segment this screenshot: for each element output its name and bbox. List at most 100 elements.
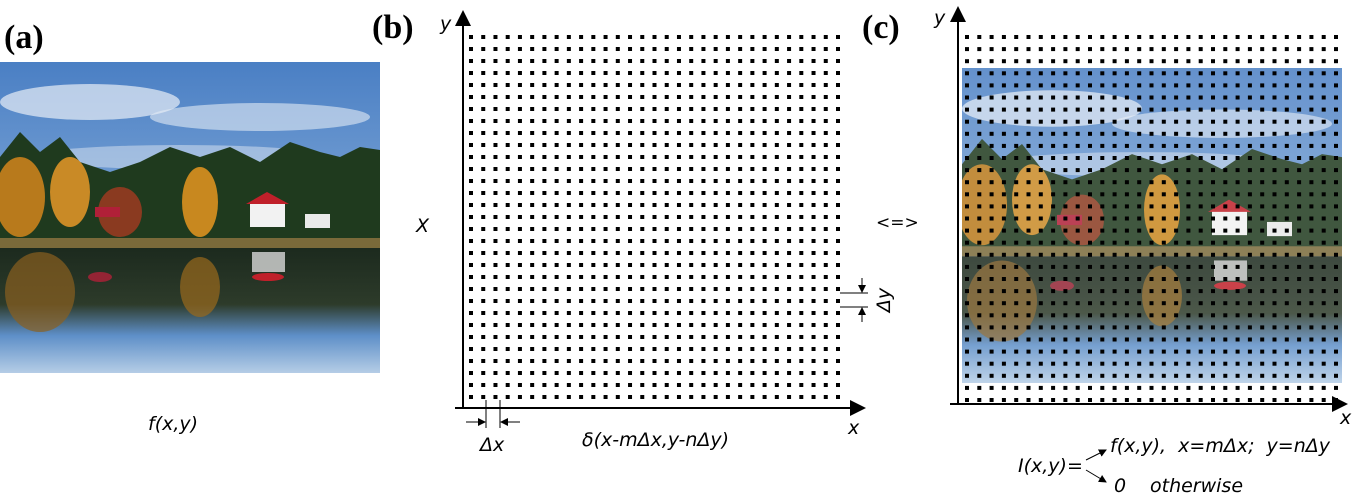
sample-dot	[481, 359, 486, 363]
sample-dot	[1014, 180, 1019, 185]
sample-dot	[1260, 35, 1265, 39]
sample-dot	[566, 119, 571, 123]
sample-dot	[750, 47, 755, 51]
sample-dot	[836, 131, 840, 135]
sample-dot	[481, 323, 486, 327]
sample-dot	[1284, 95, 1289, 100]
sample-dot	[542, 107, 547, 111]
sample-dot	[787, 83, 792, 87]
sample-dot	[603, 335, 608, 339]
sample-dot	[493, 143, 498, 147]
sample-dot	[530, 155, 535, 159]
sample-dot	[1137, 228, 1142, 233]
sample-dot	[505, 107, 510, 111]
sample-dot	[1149, 143, 1154, 148]
sample-dot	[799, 275, 804, 279]
sample-dot	[1001, 252, 1006, 257]
sample-dot	[554, 107, 559, 111]
sample-dot	[1297, 180, 1302, 185]
sample-dot	[1149, 131, 1154, 136]
sample-dot	[1014, 252, 1019, 257]
sample-dot	[1186, 264, 1191, 269]
sample-dot	[664, 155, 669, 159]
sample-dot	[787, 71, 792, 75]
sample-dot	[977, 337, 982, 342]
sample-dot	[977, 83, 982, 88]
sample-dot	[1137, 301, 1142, 306]
sample-dot	[640, 239, 645, 243]
sample-dot	[1149, 59, 1154, 64]
sample-dot	[591, 95, 596, 99]
sample-dot	[1112, 373, 1117, 378]
sample-dot	[1051, 240, 1056, 245]
sample-dot	[1124, 180, 1129, 185]
sample-dot	[1211, 180, 1215, 185]
sample-dot	[481, 383, 486, 387]
sample-dot	[1284, 228, 1289, 233]
sample-dot	[542, 275, 547, 279]
sample-dot	[1051, 313, 1056, 318]
sample-dot	[1272, 313, 1277, 318]
sample-dot	[787, 383, 792, 387]
sample-dot	[640, 215, 645, 219]
sample-dot	[505, 215, 510, 219]
sample-dot	[1149, 337, 1154, 342]
sample-dot	[505, 335, 510, 339]
sample-dot	[799, 251, 804, 255]
sample-dot	[750, 59, 755, 63]
sample-dot	[750, 239, 755, 243]
sample-dot	[1001, 95, 1006, 100]
sample-dot	[628, 251, 633, 255]
sample-dot	[787, 107, 792, 111]
sample-dot	[1284, 240, 1289, 245]
sample-dot	[1014, 59, 1019, 64]
sample-dot	[628, 383, 633, 387]
sample-dot	[652, 335, 657, 339]
sample-dot	[823, 155, 828, 159]
sample-dot	[1334, 216, 1338, 221]
sample-dot	[469, 95, 473, 99]
sample-dot	[1161, 216, 1166, 221]
sample-dot	[640, 263, 645, 267]
sample-dot	[689, 95, 694, 99]
sample-dot	[713, 179, 718, 183]
sample-dot	[1112, 277, 1117, 281]
sample-dot	[713, 143, 718, 147]
sample-dot	[1198, 180, 1203, 185]
sample-dot	[603, 287, 608, 291]
sample-dot	[1186, 216, 1191, 221]
sample-dot	[481, 71, 486, 75]
sample-dot	[1063, 192, 1068, 197]
sample-dot	[1284, 168, 1289, 173]
sample-dot	[1014, 204, 1019, 209]
sample-dot	[1321, 119, 1326, 124]
sample-dot	[652, 299, 657, 303]
sample-dot	[493, 47, 498, 51]
sample-dot	[1198, 289, 1203, 294]
sample-dot	[750, 191, 755, 195]
sample-dot	[1001, 119, 1006, 124]
sample-dot	[1247, 156, 1252, 160]
sample-dot	[713, 155, 718, 159]
sample-dot	[1334, 71, 1338, 76]
sample-dot	[566, 299, 571, 303]
sample-dot	[505, 155, 510, 159]
sample-dot	[603, 227, 608, 231]
sample-dot	[750, 179, 755, 183]
sample-dot	[505, 119, 510, 123]
sample-dot	[1075, 313, 1080, 318]
sample-dot	[1112, 204, 1117, 209]
sample-dot	[836, 311, 840, 315]
sample-dot	[1124, 240, 1129, 245]
sample-dot	[965, 59, 969, 64]
sample-dot	[1211, 192, 1215, 197]
sample-dot	[762, 215, 767, 219]
sample-dot	[664, 203, 669, 207]
sample-dot	[762, 107, 767, 111]
sample-dot	[615, 335, 620, 339]
sample-dot	[505, 203, 510, 207]
sample-dot	[1198, 131, 1203, 136]
sample-dot	[799, 263, 804, 267]
sample-dot	[811, 335, 816, 339]
sample-dot	[1014, 385, 1019, 390]
